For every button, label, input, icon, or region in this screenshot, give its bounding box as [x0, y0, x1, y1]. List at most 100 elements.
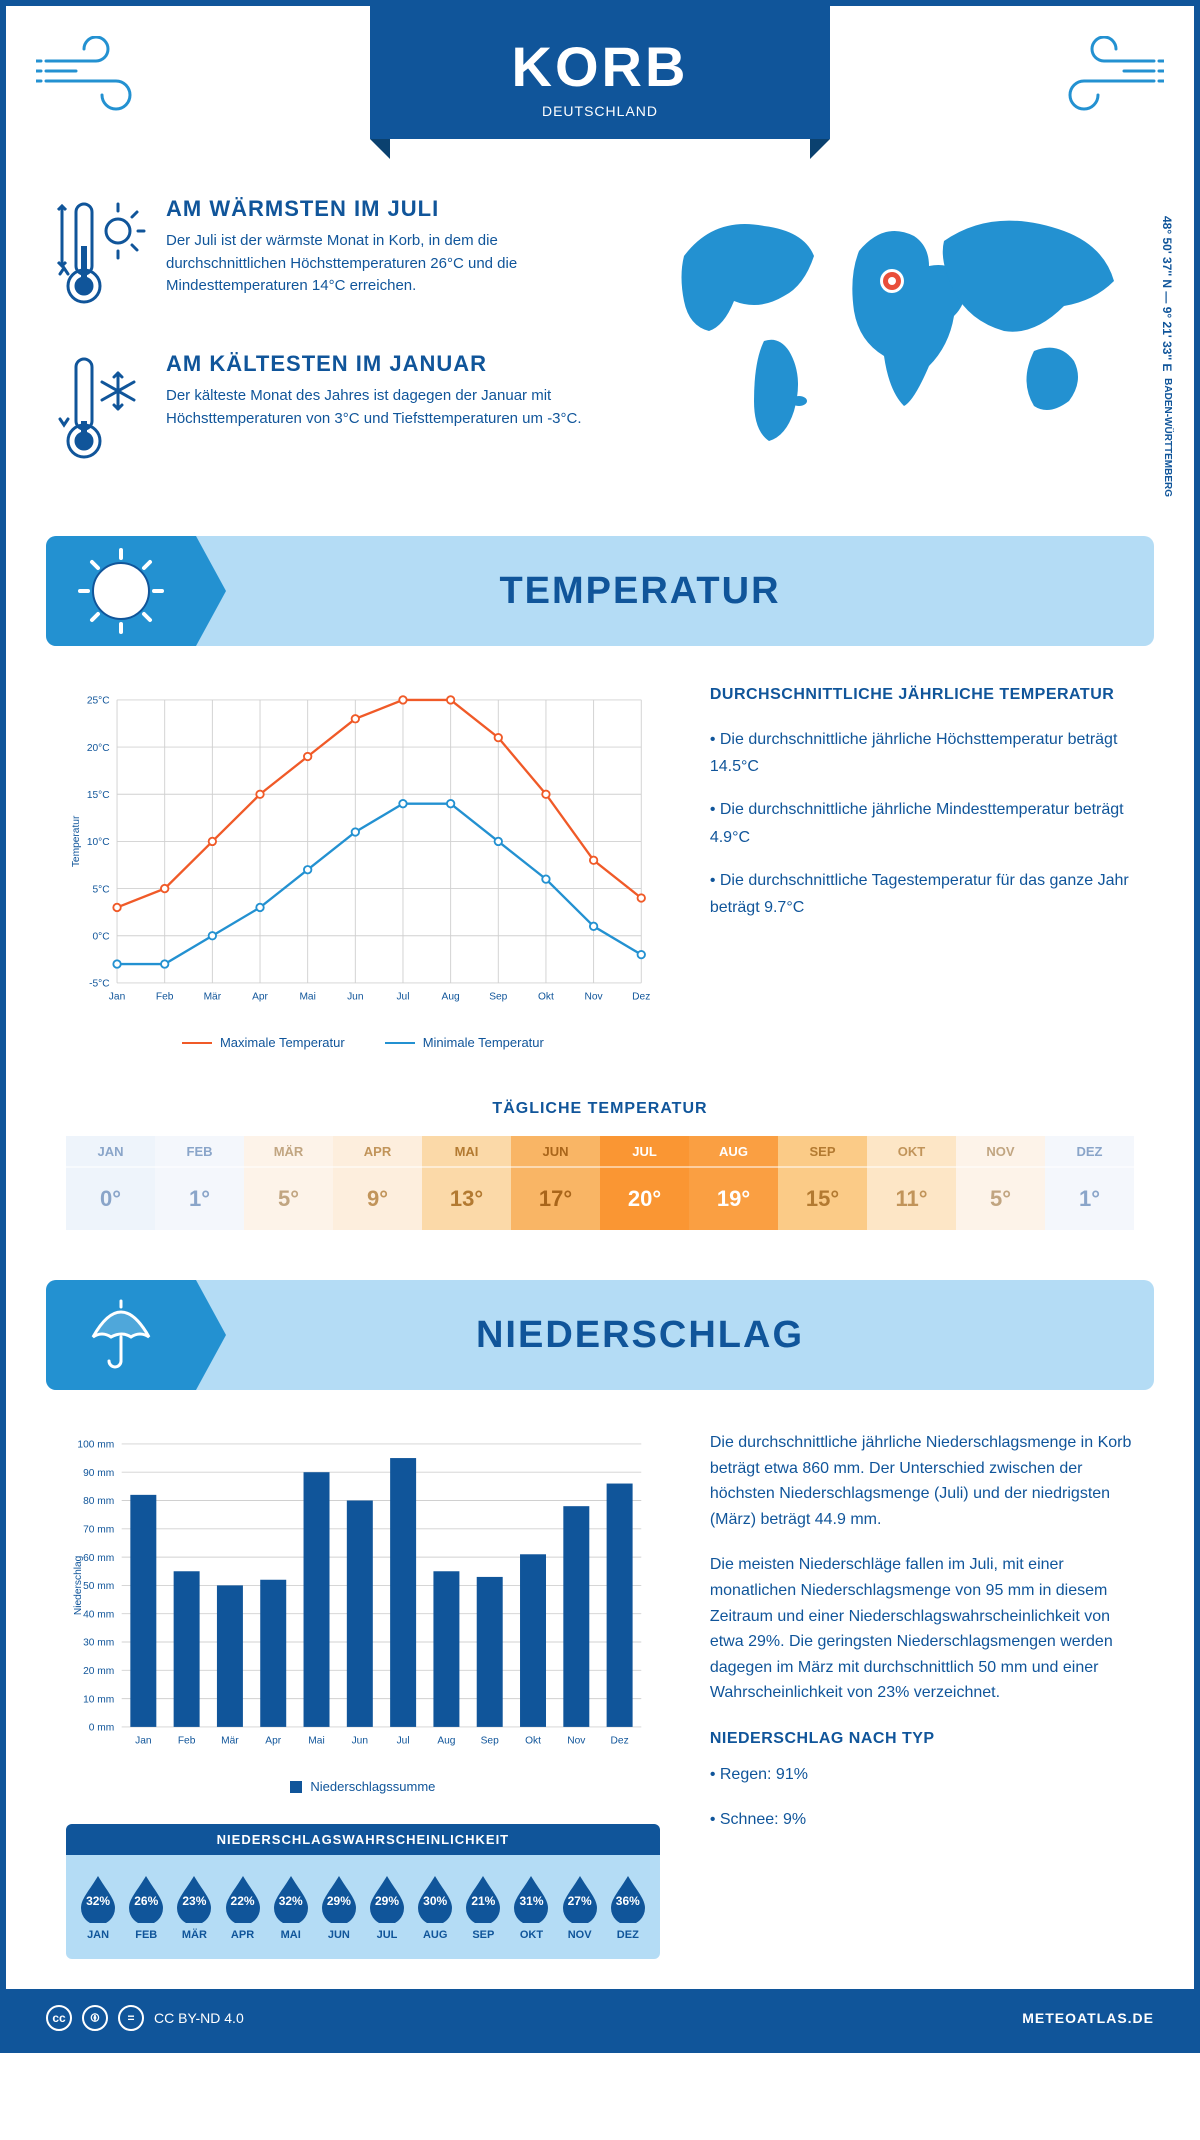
- svg-text:10 mm: 10 mm: [83, 1694, 114, 1705]
- svg-text:Niederschlag: Niederschlag: [73, 1555, 84, 1615]
- svg-text:20°C: 20°C: [87, 743, 110, 754]
- daily-cell: AUG19°: [689, 1136, 778, 1230]
- svg-text:Jul: Jul: [396, 992, 409, 1003]
- svg-text:Mär: Mär: [204, 992, 222, 1003]
- raindrop-icon: 32%: [270, 1873, 312, 1923]
- svg-text:Dez: Dez: [611, 1736, 629, 1747]
- thermometer-cold-icon: [56, 351, 146, 476]
- fact-title: AM WÄRMSTEN IM JULI: [166, 196, 604, 222]
- prob-cell: 32%MAI: [267, 1873, 315, 1941]
- summary-point: • Die durchschnittliche jährliche Höchst…: [710, 726, 1134, 780]
- prob-cell: 21%SEP: [459, 1873, 507, 1941]
- raindrop-icon: 29%: [366, 1873, 408, 1923]
- svg-text:0°C: 0°C: [93, 931, 110, 942]
- umbrella-icon: [46, 1280, 196, 1390]
- coordinates-label: 48° 50' 37'' N — 9° 21' 33'' E BADEN-WÜR…: [1160, 216, 1174, 497]
- header: KORB DEUTSCHLAND: [6, 6, 1194, 176]
- temperature-content: -5°C0°C5°C10°C15°C20°C25°CJanFebMärAprMa…: [6, 646, 1194, 1080]
- svg-text:Feb: Feb: [156, 992, 174, 1003]
- wind-icon: [36, 36, 156, 121]
- by-icon: 🅯: [82, 2005, 108, 2031]
- summary-title: DURCHSCHNITTLICHE JÄHRLICHE TEMPERATUR: [710, 686, 1134, 704]
- raindrop-icon: 30%: [414, 1873, 456, 1923]
- section-title: TEMPERATUR: [276, 570, 1154, 613]
- svg-text:Temperatur: Temperatur: [71, 815, 82, 867]
- prob-cell: 27%NOV: [556, 1873, 604, 1941]
- daily-cell: MAI13°: [422, 1136, 511, 1230]
- raindrop-icon: 36%: [607, 1873, 649, 1923]
- site-name: METEOATLAS.DE: [1022, 2010, 1154, 2026]
- temperature-section-header: TEMPERATUR: [46, 536, 1154, 646]
- daily-cell: FEB1°: [155, 1136, 244, 1230]
- svg-text:0 mm: 0 mm: [89, 1723, 114, 1734]
- svg-text:70 mm: 70 mm: [83, 1525, 114, 1536]
- svg-text:30 mm: 30 mm: [83, 1638, 114, 1649]
- fact-text: Der kälteste Monat des Jahres ist dagege…: [166, 385, 604, 430]
- chart-legend: Maximale Temperatur Minimale Temperatur: [66, 1035, 660, 1050]
- svg-text:Jul: Jul: [397, 1736, 410, 1747]
- warmest-fact: AM WÄRMSTEN IM JULI Der Juli ist der wär…: [56, 196, 604, 321]
- precip-text: Die meisten Niederschläge fallen im Juli…: [710, 1552, 1134, 1706]
- precipitation-bar-chart: 0 mm10 mm20 mm30 mm40 mm50 mm60 mm70 mm8…: [66, 1430, 660, 1764]
- prob-row: 32%JAN26%FEB23%MÄR22%APR32%MAI29%JUN29%J…: [66, 1855, 660, 1941]
- daily-cell: APR9°: [333, 1136, 422, 1230]
- svg-text:Sep: Sep: [481, 1736, 499, 1747]
- chart-legend: Niederschlagssumme: [66, 1779, 660, 1794]
- svg-text:100 mm: 100 mm: [77, 1440, 114, 1451]
- prob-cell: 36%DEZ: [604, 1873, 652, 1941]
- raindrop-icon: 29%: [318, 1873, 360, 1923]
- svg-text:Apr: Apr: [265, 1736, 281, 1747]
- precipitation-probability-box: NIEDERSCHLAGSWAHRSCHEINLICHKEIT 32%JAN26…: [66, 1824, 660, 1959]
- raindrop-icon: 21%: [462, 1873, 504, 1923]
- svg-text:Jan: Jan: [135, 1736, 151, 1747]
- svg-text:Sep: Sep: [489, 992, 507, 1003]
- precip-snow: • Schnee: 9%: [710, 1807, 1134, 1833]
- svg-text:10°C: 10°C: [87, 837, 110, 848]
- city-name: KORB: [450, 34, 750, 99]
- svg-text:90 mm: 90 mm: [83, 1468, 114, 1479]
- daily-temp-title: TÄGLICHE TEMPERATUR: [6, 1100, 1194, 1118]
- svg-text:Okt: Okt: [538, 992, 554, 1003]
- map-column: 48° 50' 37'' N — 9° 21' 33'' E BADEN-WÜR…: [644, 196, 1144, 506]
- svg-text:5°C: 5°C: [93, 884, 110, 895]
- daily-cell: JUN17°: [511, 1136, 600, 1230]
- prob-title: NIEDERSCHLAGSWAHRSCHEINLICHKEIT: [66, 1824, 660, 1855]
- svg-text:Apr: Apr: [252, 992, 268, 1003]
- prob-cell: 30%AUG: [411, 1873, 459, 1941]
- prob-cell: 32%JAN: [74, 1873, 122, 1941]
- daily-cell: DEZ1°: [1045, 1136, 1134, 1230]
- svg-text:Aug: Aug: [442, 992, 460, 1003]
- svg-text:50 mm: 50 mm: [83, 1581, 114, 1592]
- prob-cell: 23%MÄR: [170, 1873, 218, 1941]
- svg-text:Nov: Nov: [585, 992, 604, 1003]
- thermometer-hot-icon: [56, 196, 146, 321]
- svg-text:25°C: 25°C: [87, 696, 110, 707]
- precip-type-title: NIEDERSCHLAG NACH TYP: [710, 1726, 1134, 1752]
- raindrop-icon: 31%: [510, 1873, 552, 1923]
- svg-text:40 mm: 40 mm: [83, 1609, 114, 1620]
- summary-point: • Die durchschnittliche jährliche Mindes…: [710, 796, 1134, 850]
- svg-text:Mai: Mai: [299, 992, 315, 1003]
- svg-text:Okt: Okt: [525, 1736, 541, 1747]
- facts-column: AM WÄRMSTEN IM JULI Der Juli ist der wär…: [56, 196, 604, 506]
- daily-cell: JUL20°: [600, 1136, 689, 1230]
- prob-cell: 29%JUL: [363, 1873, 411, 1941]
- svg-text:80 mm: 80 mm: [83, 1496, 114, 1507]
- svg-text:Feb: Feb: [178, 1736, 196, 1747]
- svg-text:Jun: Jun: [352, 1736, 368, 1747]
- section-title: NIEDERSCHLAG: [276, 1314, 1154, 1357]
- world-map-icon: [644, 196, 1144, 456]
- svg-text:-5°C: -5°C: [89, 979, 110, 990]
- prob-cell: 29%JUN: [315, 1873, 363, 1941]
- precipitation-section-header: NIEDERSCHLAG: [46, 1280, 1154, 1390]
- svg-text:Mai: Mai: [308, 1736, 324, 1747]
- raindrop-icon: 32%: [77, 1873, 119, 1923]
- precipitation-content: 0 mm10 mm20 mm30 mm40 mm50 mm60 mm70 mm8…: [6, 1390, 1194, 1989]
- nd-icon: =: [118, 2005, 144, 2031]
- svg-text:Nov: Nov: [567, 1736, 586, 1747]
- raindrop-icon: 26%: [125, 1873, 167, 1923]
- precipitation-summary: Die durchschnittliche jährliche Niedersc…: [710, 1430, 1134, 1959]
- svg-text:Mär: Mär: [221, 1736, 239, 1747]
- license-text: CC BY-ND 4.0: [154, 2010, 244, 2026]
- raindrop-icon: 27%: [559, 1873, 601, 1923]
